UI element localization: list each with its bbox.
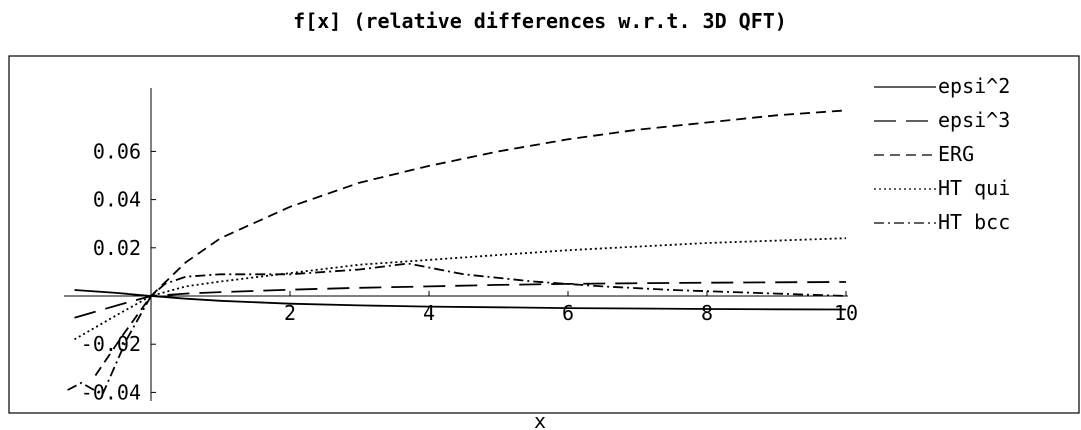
y-tick-label: -0.02 — [81, 332, 141, 356]
legend-label: HT bcc — [938, 210, 1010, 234]
series-line-erg — [94, 109, 847, 377]
series-line-epsi-2 — [74, 289, 847, 311]
chart-title: f[x] (relative differences w.r.t. 3D QFT… — [293, 9, 787, 33]
x-axis-label: x — [534, 409, 546, 430]
legend: epsi^2 epsi^3 ERG HT qui HT bcc — [874, 74, 1010, 234]
y-ticks: 0.06 0.04 0.02 -0.02 -0.04 — [81, 139, 156, 404]
x-tick-label: 4 — [423, 301, 435, 325]
legend-label: epsi^2 — [938, 74, 1010, 98]
y-tick-label: 0.04 — [93, 188, 141, 212]
y-tick-label: 0.02 — [93, 236, 141, 260]
x-tick-label: 6 — [562, 301, 574, 325]
legend-label: HT qui — [938, 176, 1010, 200]
legend-label: epsi^3 — [938, 108, 1010, 132]
series-line-ht-bcc — [67, 262, 847, 397]
y-tick-label: 0.06 — [93, 139, 141, 163]
x-tick-label: 2 — [284, 301, 296, 325]
series-layer — [67, 109, 847, 397]
y-tick-label: -0.04 — [81, 380, 141, 404]
legend-label: ERG — [938, 142, 974, 166]
series-line-ht-qui — [74, 237, 847, 341]
x-tick-label: 8 — [701, 301, 713, 325]
x-tick-label: 10 — [834, 301, 858, 325]
plot-frame — [8, 55, 1080, 414]
series-line-epsi-3 — [74, 281, 847, 319]
